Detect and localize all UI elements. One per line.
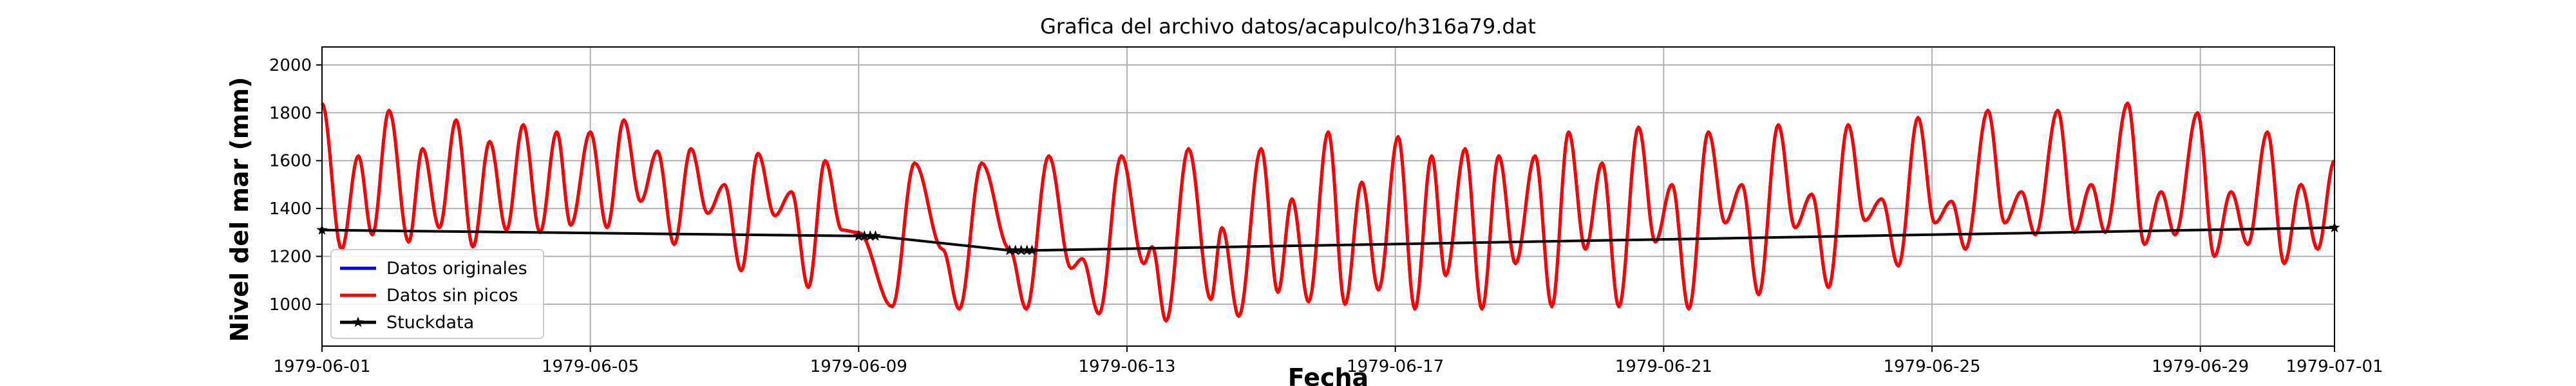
series-stuckdata-line	[321, 226, 2335, 252]
stuckdata-point	[864, 230, 876, 241]
x-tick-label: 1979-07-01	[2286, 357, 2383, 376]
x-tick-label: 1979-06-17	[1347, 357, 1444, 376]
stuckdata-point	[858, 230, 870, 241]
y-tick-label: 1000	[269, 295, 312, 315]
x-tick-label: 1979-06-21	[1615, 357, 1712, 376]
y-tick-label: 1200	[269, 248, 312, 267]
x-axis-label: Fecha	[1288, 363, 1368, 386]
stuckdata-point	[1016, 244, 1027, 255]
chart-title: Grafica del archivo datos/acapulco/h316a…	[1040, 14, 1536, 39]
y-axis-label: Nivel del mar (mm)	[225, 77, 254, 342]
stuckdata-point	[1004, 244, 1016, 255]
x-tick-label: 1979-06-29	[2152, 357, 2249, 376]
x-tick-label: 1979-06-01	[273, 357, 370, 376]
axis-ticks: 1979-06-01 1979-06-05 1979-06-09 1979-06-13…	[269, 56, 2383, 376]
legend: Datos originales Datos sin picos Stuckdata	[330, 249, 544, 339]
series-datos-sin-picos-line	[320, 101, 2336, 323]
stuckdata-point	[1021, 244, 1033, 255]
legend-box	[330, 249, 544, 339]
y-tick-label: 1800	[269, 104, 312, 123]
stuckdata-point	[869, 230, 881, 241]
grid	[321, 47, 2335, 346]
legend-label: Stuckdata	[386, 313, 474, 333]
plot-frame	[321, 46, 2335, 347]
y-tick-label: 1400	[269, 199, 312, 219]
stuckdata-point	[853, 230, 864, 241]
x-tick-label: 1979-06-09	[810, 357, 907, 376]
y-tick-label: 1600	[269, 152, 312, 171]
y-tick-label: 2000	[269, 56, 312, 75]
stuckdata-point	[1010, 244, 1021, 255]
x-tick-label: 1979-06-05	[542, 357, 639, 376]
legend-star-marker	[352, 317, 364, 327]
x-tick-label: 1979-06-25	[1883, 357, 1980, 376]
stuckdata-point	[1026, 244, 1037, 255]
x-tick-label: 1979-06-13	[1078, 357, 1175, 376]
legend-label: Datos originales	[386, 259, 527, 279]
series-layer	[316, 101, 2340, 323]
legend-label: Datos sin picos	[386, 286, 518, 306]
